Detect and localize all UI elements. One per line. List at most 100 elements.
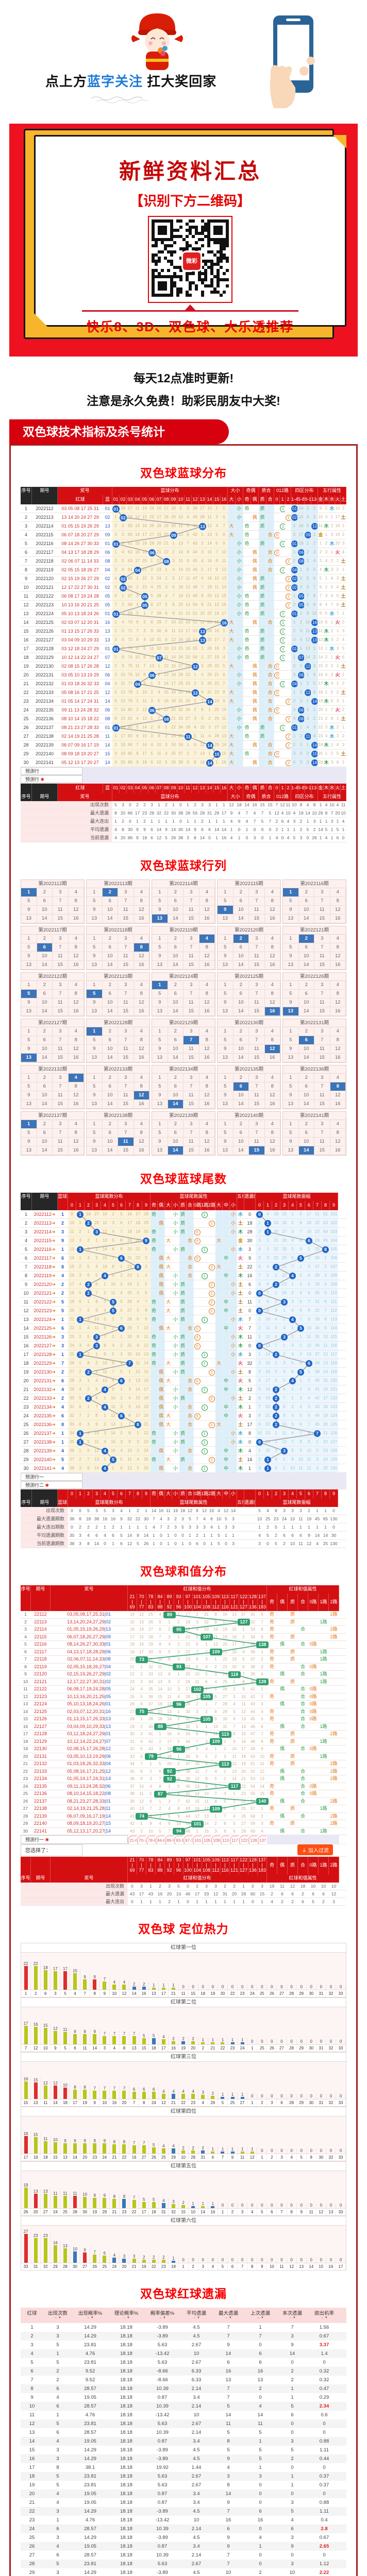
- period-grid: 第2022119期 1 2 3 4 5 6 7 8 9 10 11 12 13 14 15 16: [152, 926, 215, 970]
- sort-icons[interactable]: ▲ ▼: [289, 2316, 296, 2319]
- period-grid: 第2022120期 1 2 3 4 5 6 7 8 9 10 11 12 13 14 15 16: [217, 926, 281, 970]
- table-row: 预测行一: [21, 1473, 346, 1481]
- range-filter-pill[interactable]: 97-100: [184, 1836, 192, 1844]
- table-row: 28 5 23.81 18.18 5.63 2.67 7 0 3 1.12: [21, 2560, 346, 2568]
- sort-icons[interactable]: ▲ ▼: [193, 2316, 200, 2319]
- sort-icons[interactable]: ▲ ▼: [87, 2316, 94, 2319]
- period-grid: 第2022127期 1 2 3 4 5 6 7 8 9 10 11 12 13 14 15 16: [21, 1019, 85, 1063]
- period-grid: 第2022137期 1 2 3 4 5 6 7 8 9 10 11 12 13 14 15 16: [21, 1111, 85, 1156]
- period-grid: 第2022134期 1 2 3 4 5 6 7 8 9 10 11 12 13 14 15 16: [152, 1065, 215, 1109]
- table-row: 10 22121 12,17,22,27,30,31|02 23 3 34 13 9 2 26 11…: [21, 1678, 346, 1686]
- table-row: 8 2022119 02 05 15 18 26 27 04 3 6 64 21 2 23 1 4 16…: [21, 566, 346, 574]
- table-row: 16 2022127 03 04 09 10 29 33 13 3 6 72 8 4 10 31 9 1…: [21, 636, 346, 645]
- sort-icons[interactable]: ▲ ▼: [123, 2316, 130, 2319]
- table-row: 16 3 14.29 18.18 -3.89 4.5 9 5 2 0.44: [21, 2454, 346, 2463]
- period-grid: 第2022129期 1 2 3 4 5 6 7 8 9 10 11 12 13 14 15 16: [152, 1019, 215, 1063]
- sort-icons[interactable]: ▲ ▼: [321, 2316, 328, 2319]
- table-row: 15 2022126➜ 3 23 2 5 7 3 1 30 8 11 奇小质 0 小木 11 3 12 6 2 1 11 3…: [21, 1333, 346, 1342]
- range-filter-pill[interactable]: 128-136: [248, 1836, 257, 1844]
- table-row: 5 2022116➜ 1 13 3 2 14 6 9 20 21 1 奇小质 1 小水 3 4 2 22 19 5 9 1 2…: [21, 1245, 346, 1254]
- table-row: 8 6 28.57 18.18 10.39 2.14 7 2 1 0.47: [21, 2384, 346, 2393]
- table-row: 18 2022129 10 12 14 22 24 27 07 1 8 74 10 6 12 11 1…: [21, 653, 346, 662]
- sum-distribution-table: 序号 期号 奖号 红球和值分布 红球和值属性 21 | 69 70 | 77 78 | 83 84 | 88 89…: [21, 1585, 346, 1906]
- follow-link[interactable]: 蓝字关注: [87, 74, 143, 89]
- table-row: 最大遗漏 43 17 43 16 20 10 46 17 33 12 31 20 28 60 15 2 6 6 2 6 6…: [21, 1890, 346, 1898]
- sort-icons[interactable]: ▲ ▼: [257, 2316, 264, 2319]
- table-row: 1 2022112➜ 1 9 18 27 10 2 5 16 17 28 奇小质 1 小水 0 4 18 15 1 5 1…: [21, 1210, 346, 1219]
- period-grid: 第2022123期 1 2 3 4 5 6 7 8 9 10 11 12 13 14 15 16: [86, 972, 150, 1016]
- table-row: 15 2022126 01 13 15 17 26 33 13 2 5 71 7 3 9 30 8 11…: [21, 627, 346, 636]
- period-grid: 第2022112期 1 2 3 4 5 6 7 8 9 10 11 12 13 14 15 16: [21, 879, 85, 924]
- table-row: 1 2022112 03 05 08 17 25 31 01 18 57 11 14 24 16 1…: [21, 504, 346, 513]
- table-row: 8 2022119➜ 4 16 3 6 5 9 2 23 1 4 偶小合 1 中木 16 7 5 1 22 2 4 28 3 1…: [21, 1272, 346, 1280]
- table-row: 11 1 4.76 18.18 -13.42 10 14 14 6 0.6: [29, 2412, 328, 2418]
- sort-icons[interactable]: ▲ ▼: [159, 2316, 166, 2319]
- table-row: 19 5 23.81 18.18 5.63 2.67 8 0 1 0.37: [29, 2482, 329, 2488]
- table-row: 24 22135 09,11,13,24,28,32|06 37 10 4 8 1 5 40 13 9…: [21, 1783, 346, 1790]
- range-filter-pill[interactable]: 89-92: [165, 1836, 174, 1844]
- range-filter-pill[interactable]: 117-121: [230, 1836, 239, 1844]
- table-row: 13 22124 05,10,13,18,24,26|01 26 6 37 16 12 29 2 1…: [21, 1701, 346, 1708]
- period-grid: 第2022122期 1 2 3 4 5 6 7 8 9 10 11 12 13 14 15 16: [21, 972, 85, 1016]
- range-filter-pill[interactable]: 137-183: [258, 1836, 266, 1844]
- range-filter-pill[interactable]: 78-83: [146, 1836, 155, 1844]
- table-row: 6 2022117 04 13 17 18 28 29 06 1 4 62 16 19 21 22 2…: [21, 548, 346, 557]
- qr-code[interactable]: 微彩: [148, 216, 232, 303]
- table-row: 29 3 14.29 18.18 -3.89 4.5 10 2 10 2.22: [29, 2570, 329, 2575]
- table-row: 17 8 38.1 18.18 19.92 1.44 4 1 0 0: [29, 2465, 326, 2470]
- period-grid: 第2022138期 1 2 3 4 5 6 7 8 9 10 11 12 13 14 15 16: [86, 1111, 150, 1156]
- table-row: 序号期号蓝球尾数蓝球尾数分布蓝球尾数属性五行遗漏值尾蓝球尾数振幅: [21, 1499, 346, 1507]
- add-filter-button[interactable]: ⏚ 加入过滤: [297, 1844, 333, 1855]
- table-row: 14 4 19.05 18.18 0.87 3.4 8 1 3 0.88: [21, 2437, 346, 2446]
- table-row: 30 22141 05,12,13,17,20,27|14 43 2 10 5 7 46 1 15 3…: [21, 1827, 346, 1835]
- table-row: 序号期号蓝球尾数蓝球尾数分布蓝球尾数属性五行遗漏值尾蓝球尾数振幅: [21, 1193, 346, 1201]
- range-filter-pill[interactable]: 84-88: [156, 1836, 164, 1844]
- table-row: 7 2022118➜ 8 15 2 5 4 16 8 1 22 3 偶大合 2 大土 22 6 4 21 7 1 3 27 2…: [21, 1263, 346, 1272]
- table-row: 25 2022136➜ 8 33 8 3 9 2 13 1 7 21 偶大合 2 大土 17 9 22 10 5 6 7 4…: [21, 1420, 346, 1429]
- table-row: 24 2022135➜ 6 32 7 2 8 1 12 6 17 20 偶大合 0 中火 3 8 21 9 4 5 6 44…: [21, 1412, 346, 1420]
- table-row: 12 5 23.81 18.18 5.63 2.67 11 11 0 0: [21, 2419, 346, 2428]
- range-filter-pill[interactable]: 105-108: [202, 1836, 211, 1844]
- table-row: 26 22137 08,21,23,27,28,33|01 39 12 6 1 3 7 42 15 1…: [21, 1798, 346, 1805]
- table-row: 7 22118 02,06,07,11,14,33|08 20 31 10 6 4 23 8 3 1 2…: [21, 1656, 346, 1664]
- table-row: 25 22136 08,10,14,15,18,22|08 38 11 5 2 6 41 14 10…: [21, 1790, 346, 1798]
- promo-slogan: 快乐8、3D、双色球、大乐透推荐: [86, 320, 294, 334]
- table-row: 出现次数 5 3 0 2 2 3 1 2 1 0 1 2 3 3 1 1 12 18 14 16 15 15 7 12 11 10 8…: [21, 801, 346, 809]
- table-row: 21 4 19.05 18.18 0.87 3.4 9 0 3 0.88: [29, 2500, 329, 2505]
- table-row: 19 22130 02,08,15,17,26,28|12 32 5 43 3 18 35 8 4 1…: [21, 1745, 346, 1753]
- period-grid: 第2022140期 1 2 3 4 5 6 7 8 9 10 11 12 13 14 15 16: [217, 1111, 281, 1156]
- table-row: 19 2022130➜ 2 27 2 3 11 7 5 1 12 15 偶小质 2 小土 8 3 16 2 4 6 1 39…: [21, 1368, 346, 1377]
- table-header: 红球 出现次数 ▲ ▼ 出现概率% ▲ ▼ 理论概率% ▲ ▼ 概率偏差% ▲ ▼ 平均遗漏 ▲ ▼…: [21, 2308, 346, 2323]
- table-row: 9 2022120➜ 2 17 4 6 1 10 3 24 2 5 偶小质 2 小土 6 8 6 23 1 3 5 29 4 1…: [21, 1280, 346, 1289]
- range-filter-pill[interactable]: 113-116: [221, 1836, 229, 1844]
- range-filter-pill[interactable]: 21-69: [128, 1836, 137, 1844]
- table-row: 23 22134 01,05,14,17,24,31|14 36 9 3 7 4 39 12 8 5 2…: [21, 1775, 346, 1783]
- table-row: 2 22113 13,14,20,24,27,29|02 15 13 26 5 1 2 18 3 32…: [21, 1618, 346, 1626]
- range-filter-pill[interactable]: 122-127: [239, 1836, 248, 1844]
- table-row: 出现次数 0 6 5 3 5 3 4 1 2 1 14 16 11 19 18 12 8 12 10 4 12 14 5 4 8 3…: [21, 1507, 346, 1515]
- period-grid: 第2022121期 1 2 3 4 5 6 7 8 9 10 11 12 13 14 15 16: [282, 926, 346, 970]
- table-row: 当前遗漏期数 38 3 8 14 0 1 6 12 5 26 1 0 1 0 1 0 6 0 1 5 0 3 3 0 5 2 10 11…: [21, 1540, 346, 1548]
- table-row: 29 22140 08,09,18,19,20,27|15 42 1 9 4 6 10 45 14 2…: [21, 1820, 346, 1828]
- position-heat-chart: 红球第一位 22 22 18 17 17 15 9 9 7 4 4 2 2 1 1 1 0 0 0 0 0 0 0 0 0 0 0 0 0…: [21, 1943, 346, 1997]
- sort-icons[interactable]: ▲ ▼: [54, 2316, 61, 2319]
- table-row: 27 2022138 02 14 19 21 25 28 11 1 17 83 6 15 3 9 2 2…: [21, 732, 346, 741]
- table-row: 17 22128 03,12,18,24,27,29|01 30 3 41 1 16 4 33 6 2…: [21, 1731, 346, 1738]
- period-grid: 第2022131期 1 2 3 4 5 6 7 8 9 10 11 12 13 14 15 16: [282, 1019, 346, 1063]
- table-row: 28 2022139➜ 4 36 1 6 12 16 4 10 3 24 偶小合 1 中木 4 1 25 3 8 9 10…: [21, 1447, 346, 1455]
- table-row: 14 22125 02,03,07,12,20,31|16 27 38 17 13 1 30 3 2…: [21, 1708, 346, 1716]
- top-banner: 点上方蓝字关注 扛大奖回家: [0, 0, 367, 124]
- title-blue-grid: 双色球蓝球行列: [140, 859, 227, 872]
- promo-title: 新鲜资料汇总: [119, 159, 261, 183]
- range-filter-pill[interactable]: 93-96: [174, 1836, 183, 1844]
- table-row: 21 2022132➜ 4 29 4 2 5 9 1 3 14 17 偶小合 1 中木 12 5 18 6 1 2 3 41…: [21, 1385, 346, 1394]
- period-grid: 第2022116期 1 2 3 4 5 6 7 8 9 10 11 12 13 14 15 16: [282, 879, 346, 924]
- table-row: 6 2 9.52 18.18 -8.66 6.33 16 16 2 0.32: [21, 2367, 346, 2376]
- sort-icons[interactable]: ▲ ▼: [225, 2316, 232, 2319]
- table-row: 当前遗漏 4 20 86 9 18 6 12 5 26 38 3 8 14 0 1 16 4 1 0 3 0 1 4 0 4 5 3 0…: [21, 834, 346, 842]
- range-filter-pill[interactable]: 101-104: [193, 1836, 202, 1844]
- divider: [82, 304, 298, 312]
- blue-tail-table: 序号期号蓝球尾数蓝球尾数分布蓝球尾数属性五行遗漏值尾蓝球尾数振幅01234567…: [21, 1193, 346, 1548]
- range-filter-pill[interactable]: 70-77: [137, 1836, 146, 1844]
- range-filter-pill[interactable]: 109-112: [211, 1836, 220, 1844]
